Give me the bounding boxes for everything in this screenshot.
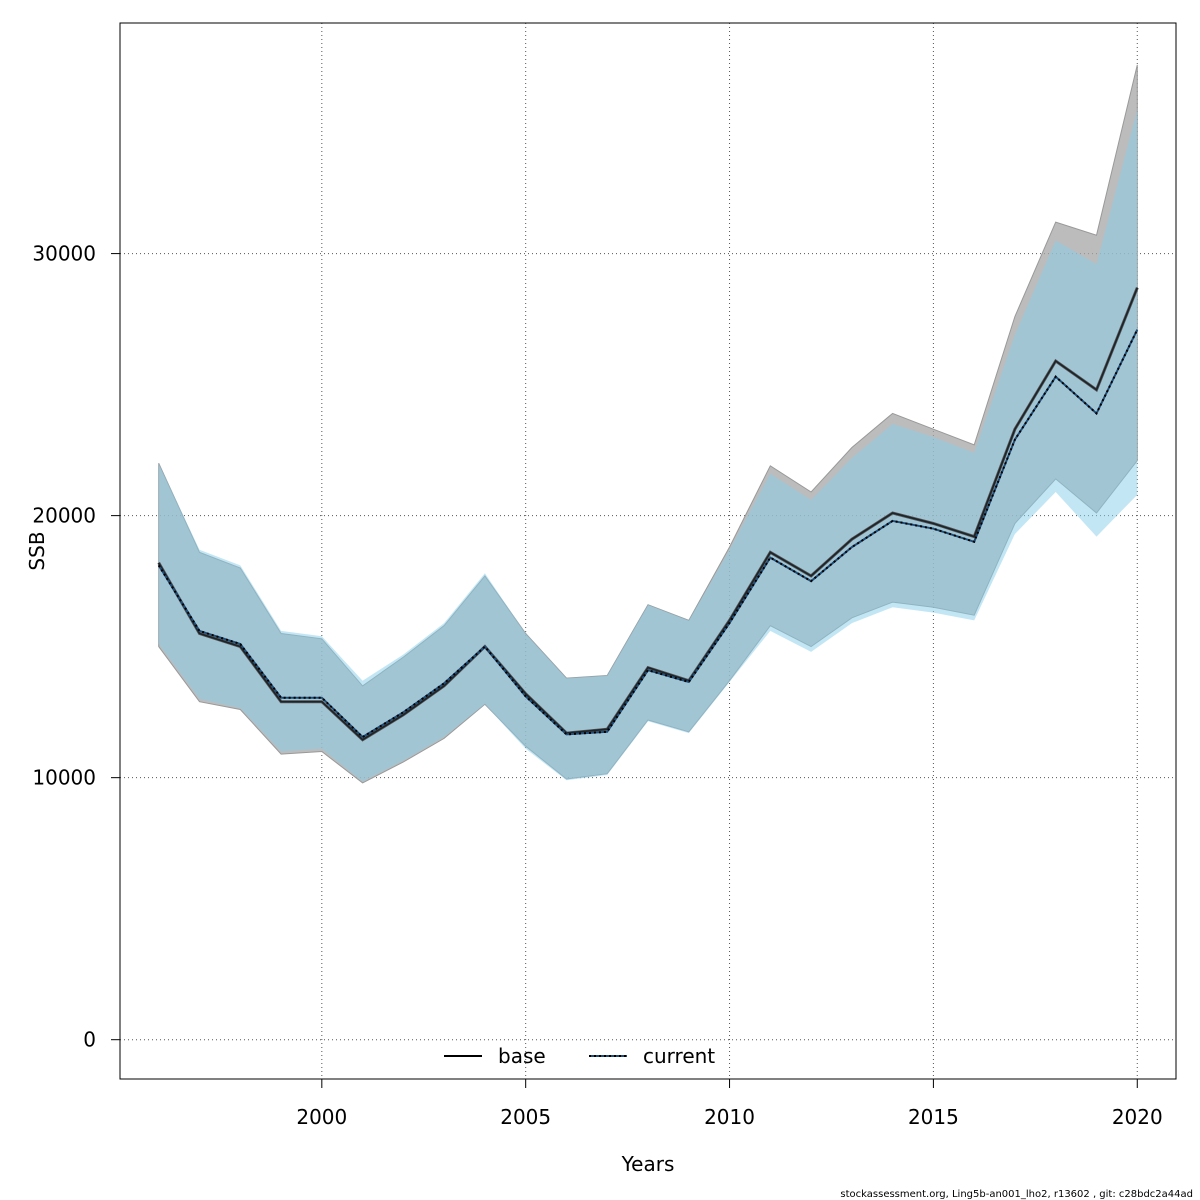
- x-tick-label: 2000: [296, 1105, 347, 1129]
- line-current-dots: [157, 329, 1139, 739]
- x-axis-title: Years: [621, 1152, 675, 1176]
- band-current: [158, 109, 1138, 782]
- y-tick-label: 0: [83, 1028, 96, 1052]
- series-lines: [157, 287, 1139, 742]
- y-axis-title: SSB: [25, 531, 49, 570]
- x-tick-label: 2010: [704, 1105, 755, 1129]
- grid-lines: [120, 23, 1176, 1079]
- y-tick-label: 10000: [32, 766, 96, 790]
- legend-label-base: base: [498, 1044, 546, 1068]
- legend-label-current: current: [643, 1044, 715, 1068]
- x-tick-label: 2020: [1112, 1105, 1163, 1129]
- x-tick-label: 2015: [908, 1105, 959, 1129]
- y-tick-label: 30000: [32, 242, 96, 266]
- footer-note: stockassessment.org, Ling5b-an001_lho2, …: [840, 1189, 1193, 1200]
- legend: base current: [444, 1044, 715, 1068]
- axes: 2000 2005 2010 2015 2020 0 10000 20000 30000: [32, 242, 1162, 1129]
- x-tick-label: 2005: [500, 1105, 551, 1129]
- confidence-bands: [158, 64, 1138, 784]
- line-base: [158, 287, 1139, 741]
- y-tick-label: 20000: [32, 504, 96, 528]
- plot-frame: [119, 22, 1177, 1080]
